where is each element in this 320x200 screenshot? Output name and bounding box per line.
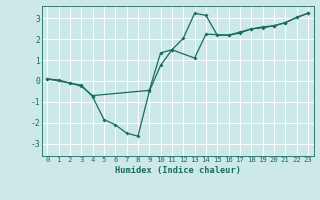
X-axis label: Humidex (Indice chaleur): Humidex (Indice chaleur) — [115, 166, 241, 175]
